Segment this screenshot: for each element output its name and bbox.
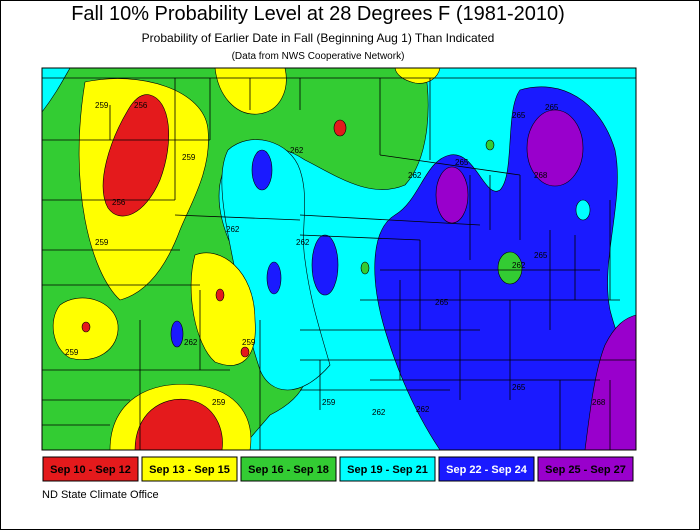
- zone: [311, 234, 339, 296]
- contour-label: 259: [212, 398, 226, 407]
- note: (Data from NWS Cooperative Network): [232, 51, 405, 62]
- contour-label: 268: [592, 398, 606, 407]
- zone: [266, 261, 282, 295]
- contour-label: 265: [435, 298, 449, 307]
- contour-label: 262: [416, 405, 430, 414]
- contour-label: 265: [512, 111, 526, 120]
- contour-label: 265: [455, 158, 469, 167]
- zone: [215, 288, 225, 302]
- zone: [240, 346, 250, 358]
- contour-label: 256: [112, 198, 126, 207]
- legend-label: Sep 25 - Sep 27: [545, 464, 626, 476]
- contour-labels: 259 256 259 256 259 259 262 259 262 262 …: [65, 101, 606, 417]
- contour-label: 262: [290, 146, 304, 155]
- legend-swatch: [141, 456, 238, 482]
- zone: [333, 119, 347, 137]
- map-border: [41, 67, 637, 451]
- zone: [170, 320, 184, 348]
- footer: ND State Climate Office: [42, 489, 159, 501]
- contour-label: 262: [512, 261, 526, 270]
- contour-label: 262: [408, 171, 422, 180]
- contour-label: 259: [65, 348, 79, 357]
- contour-label: 259: [95, 101, 109, 110]
- zone: [526, 109, 584, 187]
- legend-swatch: [438, 456, 535, 482]
- contour-label: 259: [95, 238, 109, 247]
- contour-label: 265: [512, 383, 526, 392]
- legend-swatch: [240, 456, 337, 482]
- map: 259 256 259 256 259 259 262 259 262 262 …: [41, 67, 637, 451]
- contour-label: 265: [545, 103, 559, 112]
- zone: [190, 252, 256, 366]
- legend: Sep 10 - Sep 12 Sep 13 - Sep 15 Sep 16 - S…: [42, 456, 634, 482]
- zone: [360, 261, 370, 275]
- contour-label: 259: [242, 338, 256, 347]
- zone: [214, 67, 287, 115]
- zone: [251, 149, 273, 191]
- zone: [485, 139, 495, 151]
- zone: [575, 199, 591, 221]
- contour-label: 256: [134, 101, 148, 110]
- legend-swatch: [537, 456, 634, 482]
- contour-label: 259: [322, 398, 336, 407]
- contour-label: 262: [296, 238, 310, 247]
- contour-label: 265: [534, 251, 548, 260]
- legend-label: Sep 16 - Sep 18: [248, 464, 329, 476]
- legend-label: Sep 10 - Sep 12: [50, 464, 131, 476]
- zone: [497, 251, 523, 285]
- zone: [134, 398, 223, 451]
- zone: [435, 166, 469, 224]
- zone: [394, 67, 441, 84]
- zone: [584, 314, 637, 451]
- contour-label: 259: [182, 153, 196, 162]
- legend-label: Sep 22 - Sep 24: [446, 464, 528, 476]
- zone: [102, 94, 169, 217]
- county-lines: [42, 77, 636, 450]
- title: Fall 10% Probability Level at 28 Degrees…: [71, 3, 565, 25]
- legend-label: Sep 13 - Sep 15: [149, 464, 230, 476]
- legend-swatch: [42, 456, 139, 482]
- contour-label: 262: [184, 338, 198, 347]
- subtitle: Probability of Earlier Date in Fall (Beg…: [142, 31, 495, 45]
- zone: [81, 321, 91, 333]
- contour-label: 262: [226, 225, 240, 234]
- legend-swatch: [339, 456, 436, 482]
- contour-label: 262: [372, 408, 386, 417]
- legend-label: Sep 19 - Sep 21: [347, 464, 428, 476]
- contour-label: 268: [534, 171, 548, 180]
